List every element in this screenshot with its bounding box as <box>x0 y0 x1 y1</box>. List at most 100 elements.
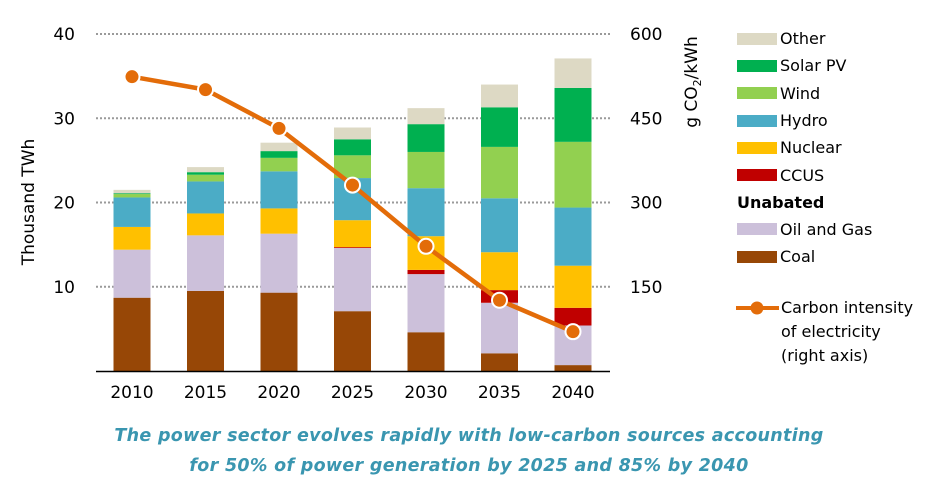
bar-segment-other <box>187 167 224 173</box>
bar-segment-other <box>481 84 518 108</box>
legend-item-carbon-intensity: Carbon intensity of electricity (right a… <box>736 296 938 368</box>
bar-segment-hydro <box>260 171 298 209</box>
x-tick-label: 2020 <box>257 383 300 403</box>
bar-segment-ccus <box>407 269 445 275</box>
bar-segment-coal <box>334 311 371 371</box>
bar-segment-coal <box>554 365 592 371</box>
carbon-intensity-point <box>197 81 214 99</box>
carbon-intensity-point <box>123 68 141 86</box>
legend-item-solar-pv: Solar PV <box>737 52 872 79</box>
legend-swatch <box>737 169 777 182</box>
bar-segment-hydro <box>187 181 224 214</box>
bar-segment-ccus <box>334 247 371 248</box>
bar-segment-wind <box>407 151 445 189</box>
legend-label: Nuclear <box>780 138 842 158</box>
x-tick-label: 2040 <box>551 383 594 403</box>
legend-item-coal: Coal <box>737 243 872 270</box>
bar-segment-wind <box>334 155 371 179</box>
carbon-intensity-point <box>564 323 582 341</box>
legend-swatch <box>737 141 777 154</box>
bar-segment-wind <box>113 194 151 198</box>
carbon-intensity-point <box>344 176 361 194</box>
carbon-intensity-line <box>123 68 582 341</box>
bar-stack-2030 <box>407 108 445 371</box>
legend-label: Wind <box>780 83 821 103</box>
left-tick-label: 10 <box>53 278 75 298</box>
legend-swatch <box>737 87 777 100</box>
right-tick-label: 150 <box>630 278 662 298</box>
left-axis-title: Thousand TWh <box>19 139 39 267</box>
legend-group-low-carbon: Other Solar PV Wind Hydro Nuclear CCUS <box>737 25 872 189</box>
bar-stack-2025 <box>334 127 371 371</box>
legend-heading-unabated: Unabated <box>737 192 825 212</box>
bar-segment-other <box>334 127 371 140</box>
bar-segment-other <box>554 58 592 88</box>
legend-label: Solar PV <box>780 56 847 76</box>
legend-line-label: Carbon intensity of electricity (right a… <box>781 298 914 365</box>
bar-segment-solar <box>407 124 445 152</box>
bar-segment-hydro <box>481 198 518 253</box>
legend-label: Other <box>780 29 826 49</box>
bar-stack-2020 <box>260 142 298 371</box>
legend-item-other: Other <box>737 25 872 52</box>
legend-label: Oil and Gas <box>780 219 873 239</box>
bar-segment-solar <box>481 107 518 147</box>
bar-segment-oilgas <box>481 302 518 354</box>
bar-segment-coal <box>481 353 518 371</box>
legend-label: CCUS <box>780 165 825 185</box>
legend-swatch <box>737 223 777 236</box>
bar-segment-coal <box>407 332 445 371</box>
bar-segment-nuclear <box>334 220 371 248</box>
bar-segment-nuclear <box>187 213 224 236</box>
bar-segment-nuclear <box>481 252 518 291</box>
legend-label: Hydro <box>780 111 828 131</box>
bar-segment-coal <box>187 290 224 371</box>
bar-segment-wind <box>481 146 518 199</box>
legend-item-oil-and-gas: Oil and Gas <box>737 216 872 243</box>
legend-swatch <box>737 32 777 45</box>
legend-item-hydro: Hydro <box>737 107 872 134</box>
right-tick-label: 450 <box>630 109 662 129</box>
right-axis-ticks: 150 300 450 600 <box>630 25 662 298</box>
left-tick-label: 20 <box>53 194 75 214</box>
bar-segment-coal <box>260 292 298 371</box>
right-axis-title: g CO2/kWh <box>682 36 704 128</box>
bar-segment-solar <box>334 139 371 156</box>
bar-segment-hydro <box>113 197 151 227</box>
right-tick-label: 300 <box>630 194 662 214</box>
x-tick-label: 2025 <box>331 383 374 403</box>
left-tick-label: 40 <box>53 25 75 45</box>
bar-segment-other <box>407 108 445 125</box>
right-axis-title-subscript: 2 <box>691 79 704 86</box>
bar-segment-solar <box>554 87 592 142</box>
caption-line-1: The power sector evolves rapidly with lo… <box>114 426 824 446</box>
bar-segment-hydro <box>554 207 592 266</box>
bar-segment-solar <box>260 151 298 158</box>
bar-segment-hydro <box>407 188 445 237</box>
bar-segment-wind <box>554 141 592 208</box>
bar-segment-oilgas <box>187 235 224 291</box>
bar-stack-2035 <box>481 84 518 371</box>
bar-segment-wind <box>187 174 224 182</box>
bar-segment-wind <box>260 157 298 172</box>
bar-segment-other <box>113 189 151 194</box>
caption-line-2: for 50% of power generation by 2025 and … <box>189 456 749 476</box>
bar-segment-nuclear <box>260 208 298 234</box>
left-axis-ticks: 10 20 30 40 <box>53 25 75 298</box>
legend-item-nuclear: Nuclear <box>737 134 872 161</box>
legend-swatch <box>737 59 777 72</box>
carbon-intensity-point <box>270 119 288 137</box>
right-axis-title-suffix: /kWh <box>682 36 702 79</box>
x-tick-label: 2010 <box>110 383 153 403</box>
bar-segment-nuclear <box>554 265 592 308</box>
bar-segment-oilgas <box>260 233 298 293</box>
line-marker-icon <box>736 301 779 315</box>
right-axis-title-prefix: g CO <box>682 86 702 127</box>
stacked-bars <box>113 58 592 371</box>
x-tick-label: 2035 <box>478 383 521 403</box>
legend-swatch <box>737 250 777 263</box>
bar-stack-2015 <box>187 167 224 371</box>
bar-segment-solar <box>113 193 151 195</box>
bar-segment-other <box>260 142 298 152</box>
